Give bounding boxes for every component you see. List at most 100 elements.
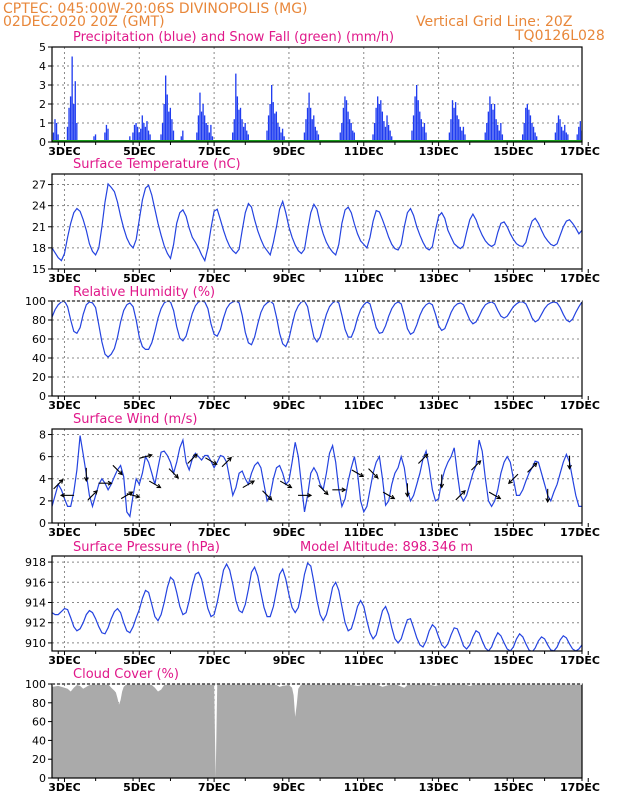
cloud-xtick-label: 7DEC xyxy=(198,781,230,794)
temperature-xtick-label: 17DEC xyxy=(560,272,600,285)
precip-bar xyxy=(74,81,76,142)
pressure-plot-area xyxy=(52,561,582,651)
wind-arrow-head xyxy=(567,464,572,470)
precip-ytick-label: 0 xyxy=(39,136,46,149)
cloud-xtick-label: 13DEC xyxy=(419,781,459,794)
precip-bar xyxy=(200,111,203,142)
pressure-model-altitude: Model Altitude: 898.346 m xyxy=(300,540,473,555)
precip-bar xyxy=(197,115,200,142)
precip-bar xyxy=(381,111,384,142)
wind-arrow-head xyxy=(174,473,179,479)
wind-arrow-head xyxy=(476,460,482,465)
precip-bar xyxy=(271,85,273,142)
precip-bar xyxy=(422,126,424,142)
wind-arrow-head xyxy=(59,492,65,498)
precip-bar xyxy=(411,130,413,142)
precip-bar xyxy=(462,126,465,142)
temperature-panel: 15 18 21 24 27 3DEC 5DEC 7DEC 9DEC 11DEC 13DEC 15DE… xyxy=(32,173,600,285)
precip-bar xyxy=(283,136,285,142)
wind-arrow-head xyxy=(192,453,198,459)
precip-bar xyxy=(269,104,271,142)
precip-bar xyxy=(203,115,206,142)
precip-bar xyxy=(52,132,55,142)
pressure-ytick-label: 914 xyxy=(25,596,46,609)
precip-bar xyxy=(559,119,561,142)
precip-bar xyxy=(314,126,316,142)
wind-arrow-head xyxy=(58,478,64,484)
precip-bar xyxy=(557,115,560,142)
wind-arrow-shaft xyxy=(351,469,364,477)
wind-arrow xyxy=(59,492,75,498)
precip-bar xyxy=(564,124,566,142)
temperature-ytick-label: 21 xyxy=(32,221,46,234)
humidity-xtick-label: 3DEC xyxy=(48,399,80,412)
pressure-xtick-label: 13DEC xyxy=(419,654,459,667)
cloud-xtick-label: 5DEC xyxy=(123,781,155,794)
precip-xtick-label: 7DEC xyxy=(198,145,230,158)
wind-arrow xyxy=(318,484,329,496)
wind-arrow-head xyxy=(508,479,513,485)
cloud-plot-area xyxy=(52,684,582,778)
precip-bar xyxy=(233,119,235,142)
wind-arrow-shaft xyxy=(120,491,133,500)
precip-bar xyxy=(171,119,173,142)
wind-arrow-head xyxy=(227,456,232,462)
humidity-ytick-label: 40 xyxy=(32,352,46,365)
humidity-xtick-label: 15DEC xyxy=(493,399,533,412)
precip-panel: 0 1 2 3 4 5 3DEC 5DEC 7DEC 9DEC 11DEC 13DEC 15DEC 17D… xyxy=(39,41,600,158)
precip-bar xyxy=(308,92,310,142)
precip-bar xyxy=(490,104,493,142)
wind-arrow-shaft xyxy=(471,460,481,471)
precip-bar xyxy=(238,109,240,142)
precip-bar xyxy=(247,134,249,142)
humidity-xtick-label: 11DEC xyxy=(344,399,384,412)
wind-arrow-head xyxy=(496,494,502,500)
wind-xtick-label: 15DEC xyxy=(493,526,533,539)
temperature-xtick-label: 5DEC xyxy=(123,272,155,285)
precip-bar xyxy=(341,123,343,142)
precip-bar xyxy=(486,123,488,142)
wind-arrow-head xyxy=(341,487,347,493)
wind-arrow xyxy=(332,487,347,493)
wind-arrow-head xyxy=(532,462,538,468)
wind-xtick-label: 11DEC xyxy=(344,526,384,539)
precip-bar xyxy=(450,119,452,142)
wind-xtick-label: 5DEC xyxy=(123,526,155,539)
precip-bar xyxy=(373,123,376,142)
wind-arrow-shaft xyxy=(53,479,64,490)
wind-arrow xyxy=(242,480,256,489)
precip-bar xyxy=(149,134,151,142)
wind-arrow-shaft xyxy=(418,453,428,464)
precip-bar xyxy=(236,96,239,142)
precip-bar xyxy=(239,107,242,142)
precip-bar xyxy=(423,123,426,142)
cloud-ytick-label: 80 xyxy=(32,697,46,710)
wind-arrow xyxy=(455,489,466,501)
pressure-xtick-label: 15DEC xyxy=(493,654,533,667)
precip-bar xyxy=(464,134,466,142)
cloud-ytick-label: 100 xyxy=(25,678,46,691)
precip-bar xyxy=(353,132,355,142)
wind-arrow xyxy=(53,478,64,490)
precip-bar xyxy=(73,104,75,142)
wind-arrow xyxy=(83,467,89,482)
wind-xtick-label: 7DEC xyxy=(198,526,230,539)
cloud-ytick-label: 60 xyxy=(32,716,46,729)
wind-arrow-shaft xyxy=(318,484,329,495)
wind-plot-area xyxy=(52,435,582,518)
precip-bar xyxy=(147,130,150,142)
wind-arrow-head xyxy=(323,490,329,496)
wind-arrow-head xyxy=(135,493,141,499)
precip-bar xyxy=(412,115,415,142)
precip-bar xyxy=(161,123,164,142)
wind-arrow-shaft xyxy=(262,490,273,501)
cloud-xtick-label: 11DEC xyxy=(344,781,384,794)
precip-bar xyxy=(94,134,97,142)
humidity-title: Relative Humidity (%) xyxy=(73,285,215,300)
precip-bar xyxy=(272,102,274,142)
temperature-ytick-label: 15 xyxy=(32,263,46,276)
precip-bar xyxy=(339,132,341,142)
precip-ytick-label: 2 xyxy=(39,98,46,111)
precip-bar xyxy=(576,134,578,142)
